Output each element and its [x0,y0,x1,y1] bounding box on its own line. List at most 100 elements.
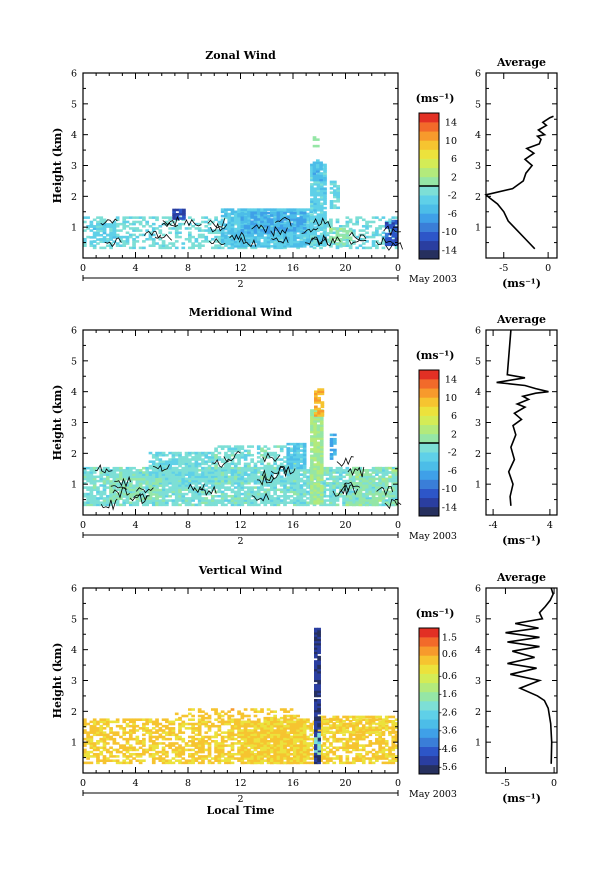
heatmap-cell [325,499,330,502]
heatmap-cell [299,460,304,463]
heatmap-cell [310,420,314,423]
heatmap-cell [227,242,232,246]
heatmap-cell [122,469,127,472]
colorbar-swatch [419,415,439,426]
heatmap-cell [276,216,281,219]
heatmap-cell [217,475,222,479]
heatmap-cell [319,167,323,171]
heatmap-cell [260,499,264,502]
heatmap-cell [174,748,179,752]
heatmap-cell [316,484,321,488]
heatmap-cell [273,477,277,481]
heatmap-cell [243,449,248,453]
heatmap-cell [227,731,232,734]
heatmap-cell [233,445,238,448]
heatmap-cell [122,484,127,487]
heatmap-cell [286,457,291,461]
heatmap-cell [299,240,304,244]
heatmap-cell [112,231,117,235]
heatmap-cell [115,242,120,245]
heatmap-cell [352,233,356,237]
heatmap-cell [92,494,97,498]
heatmap-cell [333,448,337,452]
heatmap-cell [247,244,251,247]
heatmap-cell [109,242,113,245]
y-axis-label: Height (km) [51,128,64,204]
heatmap-cell [319,185,324,188]
heatmap-cell [266,218,271,221]
heatmap-cell [224,720,228,724]
heatmap-cell [145,748,150,752]
heatmap-cell [329,473,333,476]
heatmap-cell [296,494,300,498]
heatmap-cell [230,240,235,244]
heatmap-cell [145,473,150,476]
heatmap-cell [313,441,318,445]
heatmap-cell [151,752,156,756]
heatmap-cell [132,471,136,474]
heatmap-cell [83,229,87,232]
heatmap-cell [289,479,294,483]
heatmap-cell [201,473,205,476]
heatmap-cell [319,228,324,231]
heatmap-cell [314,401,318,404]
heatmap-cell [368,220,373,224]
heatmap-cell [335,227,340,230]
heatmap-cell [197,456,202,459]
heatmap-cell [155,746,159,750]
heatmap-cell [312,172,317,175]
colorbar-tick-label: -14 [442,245,457,256]
heatmap-cell [135,752,140,756]
heatmap-cell [368,484,373,487]
heatmap-cell [83,220,87,224]
heatmap-cell [197,744,202,747]
heatmap-cell [293,442,297,446]
heatmap-cell [227,501,232,504]
heatmap-cell [329,469,333,472]
y-tick-label: 1 [71,223,77,234]
heatmap-cell [142,742,146,745]
heatmap-cell [184,759,189,762]
heatmap-cell [338,471,343,474]
heatmap-cell [125,469,130,472]
heatmap-cell [270,222,274,226]
heatmap-cell [233,464,238,468]
heatmap-cell [323,165,327,169]
heatmap-cell [210,477,215,481]
heatmap-cell [92,497,97,500]
heatmap-cell [171,477,176,481]
heatmap-cell [233,473,238,476]
heatmap-cell [191,503,195,507]
heatmap-cell [105,237,110,241]
heatmap-cell [135,759,140,762]
heatmap-cell [358,499,363,502]
heatmap-cell [89,720,94,724]
heatmap-cell [313,422,318,425]
heatmap-cell [233,456,238,459]
heatmap-cell [119,735,123,739]
heatmap-cell [135,486,140,490]
heatmap-cell [342,227,346,231]
heatmap-cell [128,761,133,765]
heatmap-cell [263,216,268,219]
heatmap-cell [296,492,300,496]
heatmap-cell [368,475,373,479]
heatmap-cell [92,486,97,489]
heatmap-cell [158,231,163,235]
heatmap-cell [191,490,195,494]
heatmap-cell [161,492,166,496]
contour-line [100,498,118,511]
heatmap-cell [86,757,90,760]
heatmap-cell [214,724,218,728]
heatmap-cell [391,466,396,470]
heatmap-cell [178,492,182,496]
heatmap-cell [289,208,294,211]
heatmap-cell [204,220,209,224]
heatmap-cell [227,475,232,479]
heatmap-cell [99,733,104,737]
heatmap-cell [283,456,287,459]
heatmap-cell [361,246,366,250]
heatmap-cell [227,227,232,231]
heatmap-cell [371,479,376,483]
heatmap-cell [388,499,392,502]
